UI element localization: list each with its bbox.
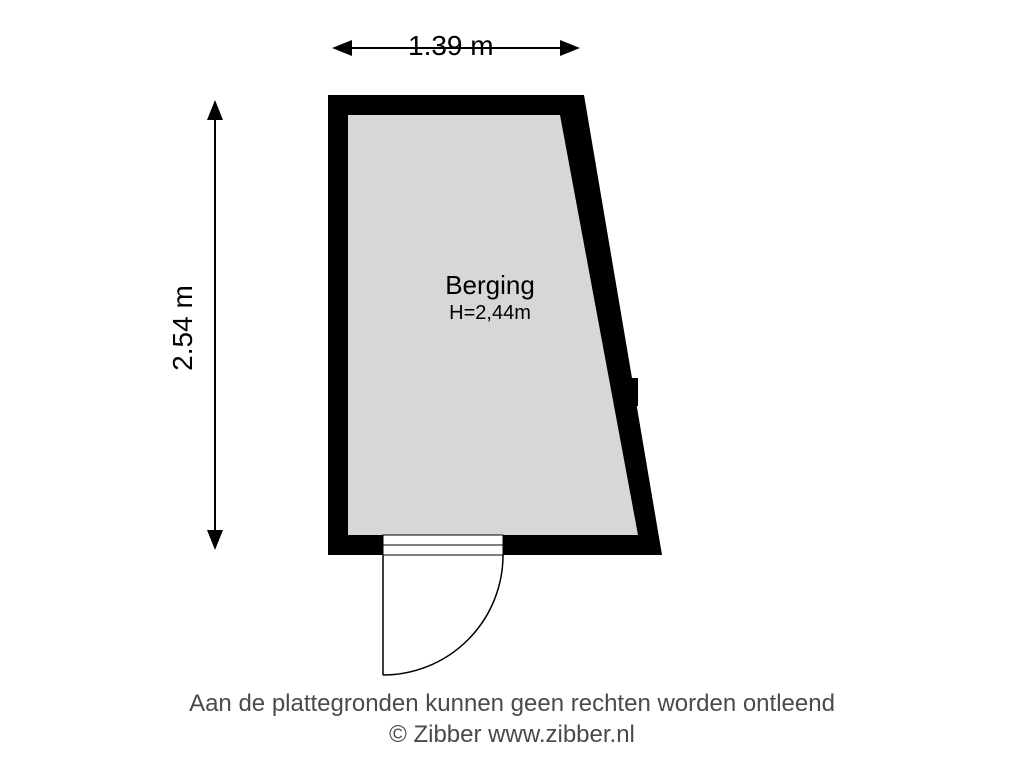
footer-line2: © Zibber www.zibber.nl [0,719,1024,750]
floorplan-svg [0,0,1024,768]
door-swing [383,555,503,675]
room-name-label: Berging [420,270,560,301]
room-height-label: H=2,44m [420,302,560,325]
dimension-width-label: 1.39 m [408,30,494,62]
footer-text: Aan de plattegronden kunnen geen rechten… [0,688,1024,750]
wall-notch [616,378,638,406]
floorplan-canvas: 1.39 m 2.54 m Berging H=2,44m Aan de pla… [0,0,1024,768]
footer-line1: Aan de plattegronden kunnen geen rechten… [0,688,1024,719]
dimension-height-line [207,100,223,550]
dimension-height-label: 2.54 m [167,283,199,373]
